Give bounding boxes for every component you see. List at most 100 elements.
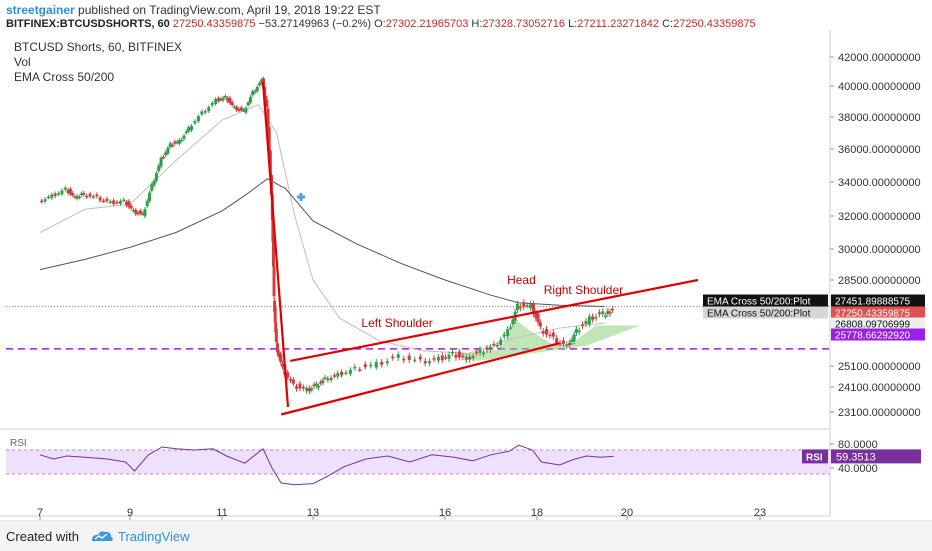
candle-body bbox=[312, 384, 316, 386]
candle-body bbox=[248, 96, 252, 103]
candle-body bbox=[551, 332, 555, 337]
tradingview-logo-icon bbox=[92, 531, 113, 541]
price-tick-label: 34000.00000000 bbox=[838, 177, 921, 189]
candle-body bbox=[291, 379, 295, 384]
price-label-value: 26808.09706999 bbox=[835, 320, 911, 331]
candle-body bbox=[274, 321, 278, 332]
publisher-username[interactable]: streetgainer bbox=[6, 3, 75, 17]
candle-body bbox=[485, 348, 489, 350]
candle-body bbox=[53, 193, 57, 196]
time-tick-label: 9 bbox=[127, 507, 133, 519]
candle-body bbox=[272, 266, 276, 297]
candle-body bbox=[385, 361, 389, 364]
candle-body bbox=[131, 209, 135, 212]
price-label-name-bg bbox=[703, 306, 828, 319]
candle-body bbox=[336, 373, 340, 377]
candle-body bbox=[436, 356, 440, 361]
candle-body bbox=[323, 377, 327, 379]
candle-body bbox=[255, 86, 259, 91]
candle-body bbox=[301, 387, 305, 389]
price-label-value-bg bbox=[831, 317, 925, 330]
candle-body bbox=[88, 193, 92, 197]
candle-body bbox=[471, 356, 475, 359]
candle-body bbox=[314, 383, 318, 386]
candle-body bbox=[125, 201, 129, 206]
candle-body bbox=[482, 352, 486, 355]
candle-body bbox=[380, 361, 384, 365]
trendline bbox=[290, 278, 699, 363]
candle-body bbox=[57, 193, 61, 195]
candle-body bbox=[203, 111, 207, 113]
candle-body bbox=[502, 334, 506, 337]
time-tick-label: 11 bbox=[216, 507, 227, 519]
candle-body bbox=[606, 311, 610, 314]
candle-body bbox=[264, 95, 268, 101]
price-tick-label: 25100.00000000 bbox=[838, 361, 921, 373]
candle-body bbox=[265, 99, 269, 107]
candle-body bbox=[246, 102, 250, 106]
candle-body bbox=[374, 361, 378, 368]
candle-body bbox=[332, 375, 336, 377]
candle-body bbox=[134, 209, 138, 214]
price-tick-label: 24100.00000000 bbox=[838, 382, 921, 394]
time-tick-label: 23 bbox=[754, 507, 766, 519]
rsi-tick-label: 40.0000 bbox=[838, 463, 878, 475]
price-tick-label: 30000.00000000 bbox=[838, 244, 921, 256]
close-value: 27250.43359875 bbox=[673, 18, 756, 30]
candle-body bbox=[251, 91, 255, 95]
candle-body bbox=[277, 352, 281, 358]
candle-body bbox=[102, 200, 106, 203]
candle-body bbox=[363, 364, 367, 368]
candle-body bbox=[200, 111, 204, 115]
candle-body bbox=[561, 340, 565, 344]
candle-body bbox=[348, 369, 352, 374]
candle-body bbox=[115, 201, 119, 204]
candle-body bbox=[193, 121, 197, 124]
candle-body bbox=[164, 152, 168, 156]
candle-body bbox=[214, 99, 218, 104]
candle-body bbox=[522, 302, 526, 307]
candle-body bbox=[558, 343, 562, 345]
candle-body bbox=[319, 382, 323, 384]
candle-body bbox=[601, 311, 605, 315]
candle-body bbox=[591, 316, 595, 320]
candle-body bbox=[95, 194, 99, 197]
candle-body bbox=[154, 173, 158, 181]
price-tick-label: 36000.00000000 bbox=[838, 144, 921, 156]
candle-body bbox=[565, 344, 569, 346]
candle-body bbox=[457, 351, 461, 358]
candle-body bbox=[177, 140, 181, 144]
chart-legend: BTCUSD Shorts, 60, BITFINEX Vol EMA Cros… bbox=[14, 40, 182, 85]
candle-body bbox=[358, 369, 362, 371]
candle-body bbox=[577, 330, 581, 333]
candle-body bbox=[536, 313, 540, 323]
candle-body bbox=[258, 83, 262, 86]
candle-body bbox=[105, 198, 109, 202]
chart-header: streetgainer published on TradingView.co… bbox=[0, 0, 932, 34]
pattern-annotation: Right Shoulder bbox=[544, 283, 623, 297]
candle-body bbox=[545, 329, 549, 335]
footer: Created with TradingView bbox=[0, 520, 932, 551]
candle-body bbox=[82, 192, 86, 195]
candle-body bbox=[180, 139, 184, 142]
time-tick-label: 7 bbox=[37, 507, 43, 519]
candle-body bbox=[71, 193, 75, 196]
candle-body bbox=[423, 360, 427, 364]
candle-body bbox=[173, 141, 177, 144]
rsi-value-badge bbox=[831, 449, 921, 464]
candle-body bbox=[217, 98, 221, 102]
candle-body bbox=[266, 108, 270, 131]
candle-body bbox=[143, 209, 147, 217]
candle-body bbox=[242, 109, 246, 112]
candle-body bbox=[499, 339, 503, 346]
tradingview-link[interactable]: TradingView bbox=[118, 529, 190, 544]
candle-body bbox=[91, 196, 95, 198]
open-value: 27302.21965703 bbox=[385, 18, 469, 30]
candle-body bbox=[340, 371, 344, 376]
candle-body bbox=[402, 358, 406, 361]
price-chart[interactable]: 42000.00000000 40000.00000000 38000.000000… bbox=[0, 0, 932, 520]
candle-body bbox=[321, 380, 325, 384]
low-value: 27211.23271842 bbox=[577, 18, 660, 30]
candle-body bbox=[570, 339, 574, 342]
candle-body bbox=[145, 200, 149, 207]
